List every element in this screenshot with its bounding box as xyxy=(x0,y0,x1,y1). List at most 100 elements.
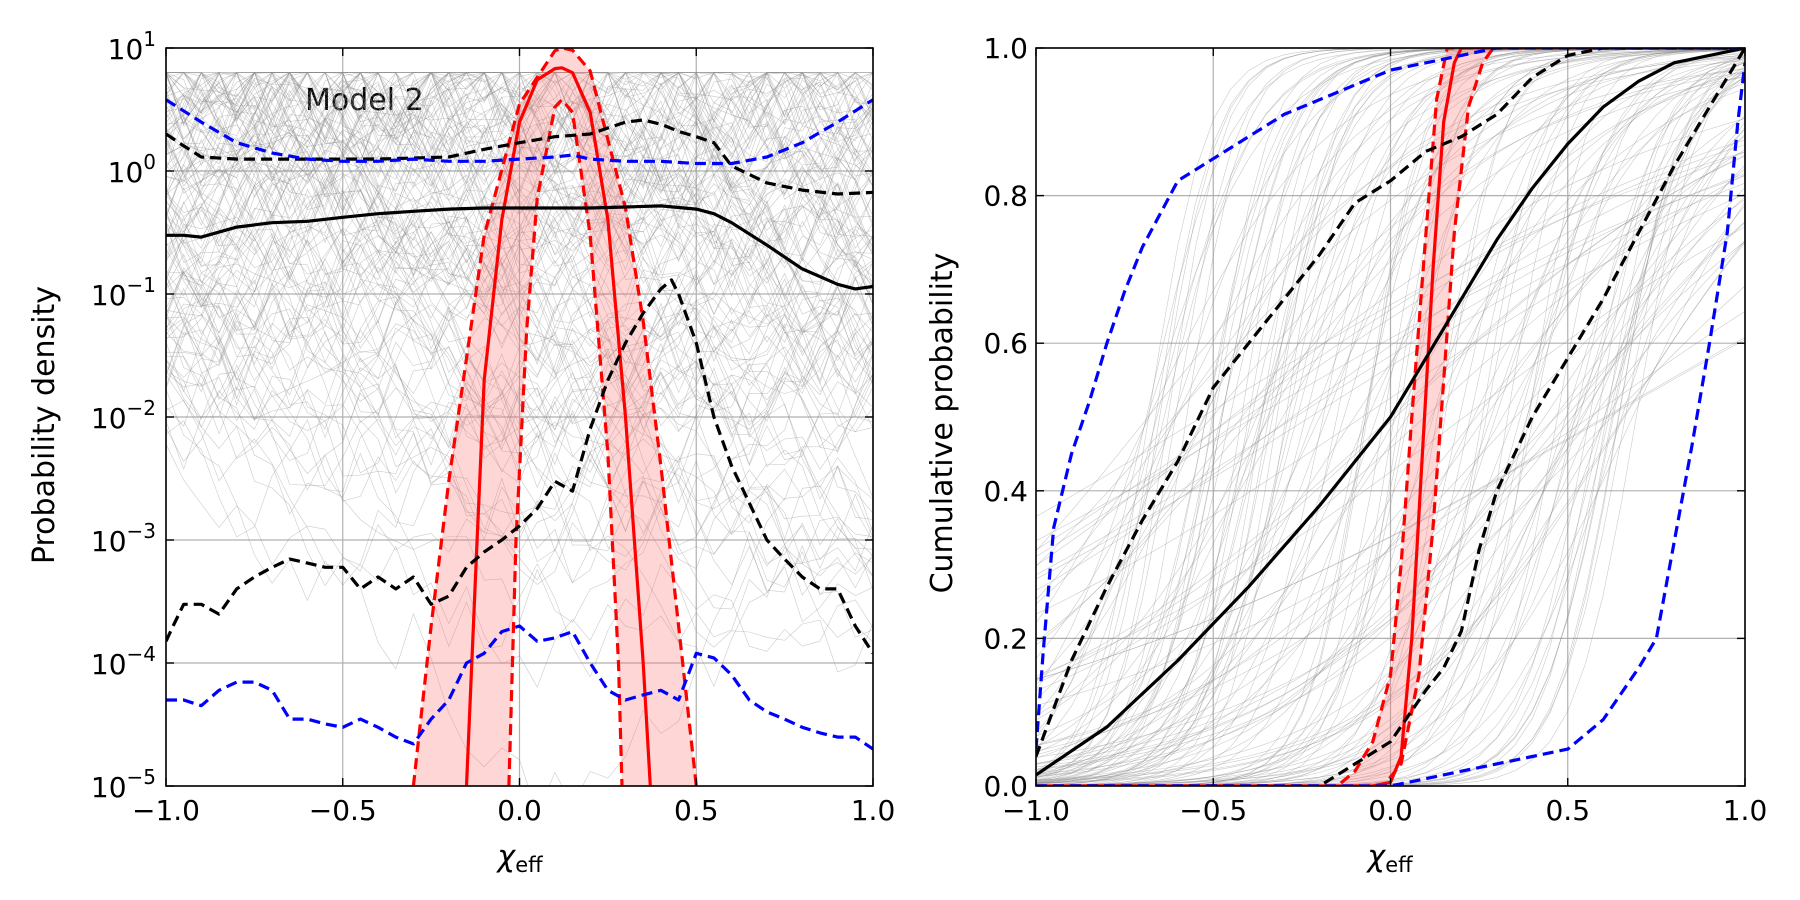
sample-curve xyxy=(166,72,873,366)
y-tick-label: 10−4 xyxy=(91,642,156,681)
sample-curve xyxy=(1036,56,1745,601)
sample-curve xyxy=(166,72,873,275)
sample-curve xyxy=(1036,48,1745,786)
sample-curve xyxy=(166,72,873,324)
sample-curve xyxy=(1036,48,1745,786)
sample-curve xyxy=(166,208,873,474)
sample-curve xyxy=(166,72,873,370)
sample-curve xyxy=(166,72,873,274)
sample-curve xyxy=(166,235,873,440)
sample-curve xyxy=(166,173,873,394)
sample-curve xyxy=(166,72,873,245)
sample-curve xyxy=(166,72,873,287)
sample-curve xyxy=(1036,70,1745,777)
x-tick-label: 0.0 xyxy=(497,794,542,827)
sample-curve xyxy=(166,240,873,438)
y-tick-label: 1.0 xyxy=(983,32,1028,65)
sample-curve xyxy=(1036,72,1745,765)
sample-curve xyxy=(1036,88,1745,756)
sample-curve xyxy=(166,72,873,398)
sample-curve xyxy=(166,83,873,402)
sample-curve xyxy=(166,71,873,185)
sample-curve xyxy=(1036,82,1745,781)
sample-curve xyxy=(1036,134,1745,786)
x-tick-label: −1.0 xyxy=(132,794,200,827)
sample-curve xyxy=(166,153,873,578)
sample-curve xyxy=(166,116,873,265)
sample-curve xyxy=(1036,58,1745,784)
sample-curve xyxy=(166,217,873,623)
x-tick-label: −1.0 xyxy=(1002,794,1070,827)
red-credible-band xyxy=(413,48,697,786)
sample-curve xyxy=(166,71,873,244)
sample-curve xyxy=(166,263,873,552)
sample-curve xyxy=(166,72,873,356)
sample-curve xyxy=(166,71,873,200)
sample-curve xyxy=(1036,118,1745,566)
sample-curve xyxy=(166,195,873,394)
sample-curve xyxy=(166,89,873,385)
sample-curve xyxy=(1036,205,1745,784)
sample-curve xyxy=(1036,60,1745,552)
ticks: −1.0 −0.5 0.0 0.5 1.0 10−5 10−4 10−3 10−2 10−1 100… xyxy=(91,27,895,827)
sample-curve xyxy=(1036,71,1745,605)
sample-curve xyxy=(166,99,873,279)
sample-curve xyxy=(166,72,873,195)
sample-curve xyxy=(166,72,873,192)
sample-curve xyxy=(1036,48,1745,748)
sample-curve xyxy=(166,72,873,395)
sample-curve xyxy=(166,82,873,249)
red-median-line xyxy=(464,66,652,786)
red-left-line xyxy=(1036,48,1745,786)
x-tick-label: 0.5 xyxy=(674,794,719,827)
x-tick-label: 0.0 xyxy=(1368,794,1413,827)
sample-curve xyxy=(166,72,873,419)
sample-curve xyxy=(166,85,873,254)
sample-curve xyxy=(1036,53,1745,759)
sample-curve xyxy=(166,72,873,249)
red-right-line xyxy=(1036,48,1745,786)
sample-curve xyxy=(166,227,873,596)
black-lower-line xyxy=(166,278,873,655)
right-x-axis-label-main: χ xyxy=(1365,839,1386,874)
sample-curve xyxy=(1036,168,1745,775)
x-tick-label: 1.0 xyxy=(1723,794,1768,827)
x-tick-label: −0.5 xyxy=(309,794,377,827)
sample-curve xyxy=(166,72,873,257)
y-tick-label: 10−2 xyxy=(91,396,156,435)
sample-curve xyxy=(1036,115,1745,786)
y-tick-label: 0.6 xyxy=(983,327,1028,360)
sample-curve xyxy=(166,248,873,447)
sample-curve xyxy=(166,72,873,229)
sample-curve xyxy=(1036,164,1745,784)
sample-curve xyxy=(166,96,873,260)
red-upper-line xyxy=(411,48,698,786)
sample-curve xyxy=(1036,152,1745,591)
sample-curve xyxy=(166,216,873,581)
sample-curve xyxy=(1036,226,1745,677)
sample-curve xyxy=(1036,174,1745,692)
sample-curve xyxy=(1036,76,1745,643)
sample-curve xyxy=(166,233,873,449)
left-x-axis-label-sub: eff xyxy=(515,853,543,877)
sample-curve xyxy=(166,245,873,556)
y-tick-label: 10−3 xyxy=(91,519,156,558)
right-x-axis-label-sub: eff xyxy=(1385,853,1413,877)
sample-curve xyxy=(1036,49,1745,754)
sample-curve xyxy=(1036,240,1745,782)
sample-curve xyxy=(166,253,873,554)
sample-curve xyxy=(166,132,873,339)
sample-curve xyxy=(166,72,873,238)
sample-curve xyxy=(166,136,873,550)
sample-curve xyxy=(166,93,873,362)
sample-curve xyxy=(166,71,873,343)
sample-curve xyxy=(1036,202,1745,786)
sample-curve xyxy=(166,71,873,272)
sample-curve xyxy=(1036,240,1745,746)
sample-curve xyxy=(1036,48,1745,786)
y-tick-label: 0.0 xyxy=(983,770,1028,803)
sample-curve xyxy=(166,215,873,591)
sample-curve xyxy=(1036,285,1745,758)
sample-curve xyxy=(1036,116,1745,778)
sample-curve xyxy=(166,72,873,358)
